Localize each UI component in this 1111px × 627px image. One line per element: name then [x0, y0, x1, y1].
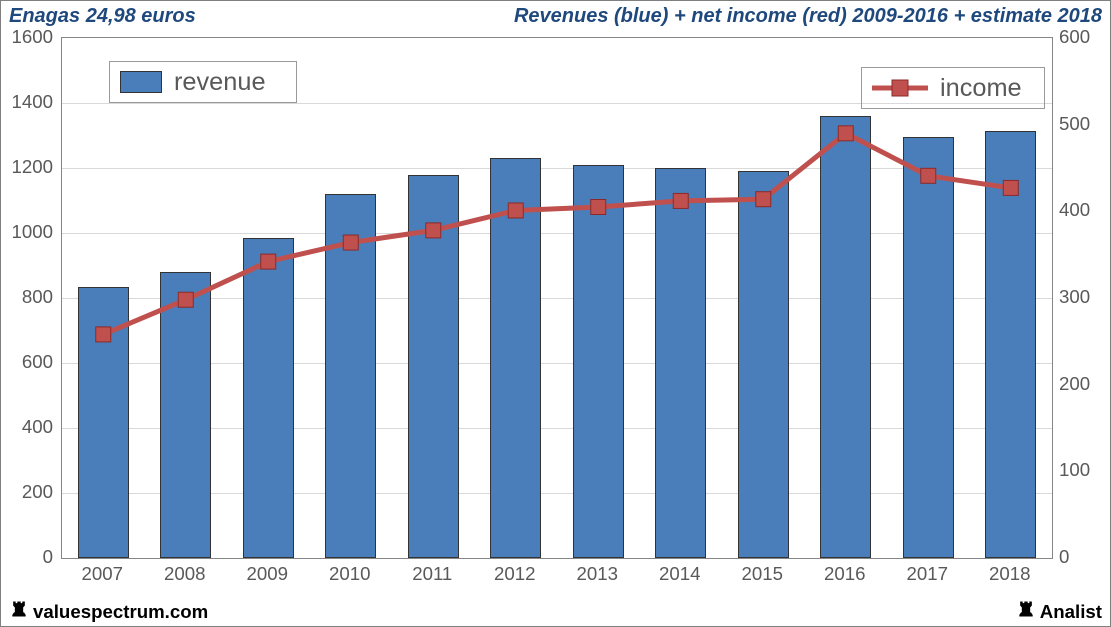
footer-left-text: valuespectrum.com [33, 601, 208, 623]
x-tick-label: 2013 [556, 563, 639, 585]
y-left-tick-label: 1400 [3, 91, 53, 113]
x-tick-label: 2007 [61, 563, 144, 585]
x-tick-label: 2017 [886, 563, 969, 585]
y-right-tick-label: 200 [1059, 373, 1109, 395]
y-left-tick-label: 1600 [3, 26, 53, 48]
legend-income: income [861, 67, 1045, 109]
legend-income-swatch [872, 81, 928, 96]
rook-icon [9, 599, 29, 624]
x-tick-label: 2011 [391, 563, 474, 585]
legend-income-label: income [940, 74, 1022, 103]
header-left-title: Enagas 24,98 euros [9, 5, 196, 28]
x-tick-label: 2016 [804, 563, 887, 585]
rook-icon [1016, 599, 1036, 624]
income-line-layer [62, 38, 1052, 558]
y-left-tick-label: 400 [3, 416, 53, 438]
y-left-tick-label: 800 [3, 286, 53, 308]
plot-area [61, 37, 1053, 559]
legend-revenue: revenue [109, 61, 297, 103]
x-tick-label: 2012 [474, 563, 557, 585]
header-right-title: Revenues (blue) + net income (red) 2009-… [514, 5, 1102, 28]
y-left-tick-label: 600 [3, 351, 53, 373]
x-tick-label: 2008 [144, 563, 227, 585]
footer-left-credit: valuespectrum.com [9, 599, 208, 624]
y-left-tick-label: 1200 [3, 156, 53, 178]
y-left-tick-label: 200 [3, 481, 53, 503]
chart-footer: valuespectrum.com Analist [1, 602, 1110, 626]
y-left-tick-label: 0 [3, 546, 53, 568]
y-right-tick-label: 0 [1059, 546, 1109, 568]
x-tick-label: 2009 [226, 563, 309, 585]
footer-right-credit: Analist [1016, 599, 1102, 624]
legend-revenue-label: revenue [174, 68, 266, 97]
y-right-tick-label: 500 [1059, 113, 1109, 135]
chart-container: Enagas 24,98 euros Revenues (blue) + net… [0, 0, 1111, 627]
legend-revenue-swatch [120, 71, 162, 93]
footer-right-text: Analist [1040, 601, 1102, 623]
y-right-tick-label: 300 [1059, 286, 1109, 308]
x-tick-label: 2015 [721, 563, 804, 585]
y-right-tick-label: 600 [1059, 26, 1109, 48]
x-tick-label: 2018 [969, 563, 1052, 585]
y-left-tick-label: 1000 [3, 221, 53, 243]
x-tick-label: 2010 [309, 563, 392, 585]
y-right-tick-label: 100 [1059, 459, 1109, 481]
chart-header: Enagas 24,98 euros Revenues (blue) + net… [1, 1, 1110, 29]
x-tick-label: 2014 [639, 563, 722, 585]
y-right-tick-label: 400 [1059, 199, 1109, 221]
